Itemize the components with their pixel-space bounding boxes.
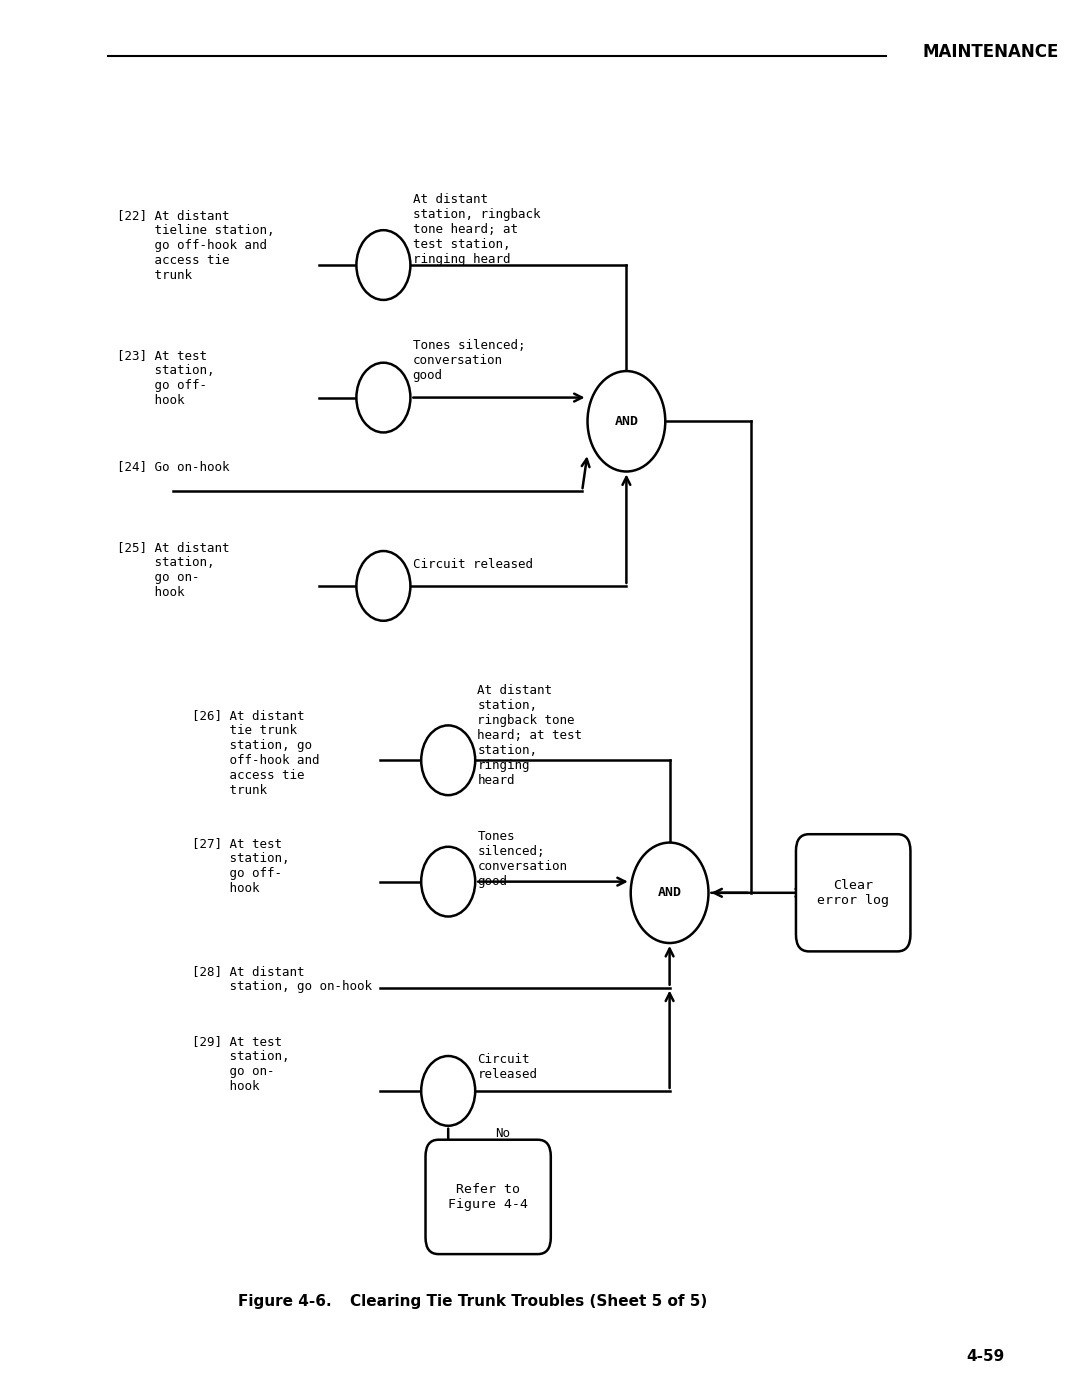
Text: AND: AND bbox=[615, 414, 638, 428]
Text: [22] At distant
     tieline station,
     go off-hook and
     access tie
     : [22] At distant tieline station, go off-… bbox=[117, 209, 274, 282]
Circle shape bbox=[421, 1056, 475, 1126]
Text: Circuit released: Circuit released bbox=[413, 558, 532, 571]
Text: At distant
station, ringback
tone heard; at
test station,
ringing heard: At distant station, ringback tone heard;… bbox=[413, 193, 540, 265]
Circle shape bbox=[421, 725, 475, 795]
Text: No: No bbox=[495, 1127, 510, 1140]
Text: Refer to
Figure 4-4: Refer to Figure 4-4 bbox=[448, 1183, 528, 1211]
Text: [26] At distant
     tie trunk
     station, go
     off-hook and
     access ti: [26] At distant tie trunk station, go of… bbox=[192, 709, 320, 797]
Text: Tones
silenced;
conversation
good: Tones silenced; conversation good bbox=[477, 830, 567, 889]
Text: AND: AND bbox=[658, 886, 681, 900]
Circle shape bbox=[356, 551, 410, 621]
FancyBboxPatch shape bbox=[426, 1140, 551, 1254]
Text: MAINTENANCE: MAINTENANCE bbox=[922, 43, 1058, 60]
Text: [25] At distant
     station,
     go on-
     hook: [25] At distant station, go on- hook bbox=[117, 541, 229, 600]
FancyBboxPatch shape bbox=[796, 834, 910, 951]
Circle shape bbox=[421, 847, 475, 917]
Text: [27] At test
     station,
     go off-
     hook: [27] At test station, go off- hook bbox=[192, 837, 289, 896]
Text: Clearing Tie Trunk Troubles (Sheet 5 of 5): Clearing Tie Trunk Troubles (Sheet 5 of … bbox=[329, 1293, 707, 1309]
Circle shape bbox=[588, 371, 665, 472]
Text: [24] Go on-hook: [24] Go on-hook bbox=[117, 460, 229, 473]
Text: [28] At distant
     station, go on-hook: [28] At distant station, go on-hook bbox=[192, 965, 373, 993]
Text: Tones silenced;
conversation
good: Tones silenced; conversation good bbox=[413, 339, 525, 382]
Text: At distant
station,
ringback tone
heard; at test
station,
ringing
heard: At distant station, ringback tone heard;… bbox=[477, 684, 582, 787]
Text: 4-59: 4-59 bbox=[967, 1349, 1004, 1364]
Text: Clear
error log: Clear error log bbox=[818, 879, 889, 907]
Text: [29] At test
     station,
     go on-
     hook: [29] At test station, go on- hook bbox=[192, 1035, 289, 1094]
Text: Figure 4-6.: Figure 4-6. bbox=[238, 1293, 332, 1309]
Text: Circuit
released: Circuit released bbox=[477, 1053, 538, 1081]
Circle shape bbox=[356, 230, 410, 300]
Circle shape bbox=[631, 843, 708, 943]
Circle shape bbox=[356, 363, 410, 432]
Text: [23] At test
     station,
     go off-
     hook: [23] At test station, go off- hook bbox=[117, 349, 214, 407]
